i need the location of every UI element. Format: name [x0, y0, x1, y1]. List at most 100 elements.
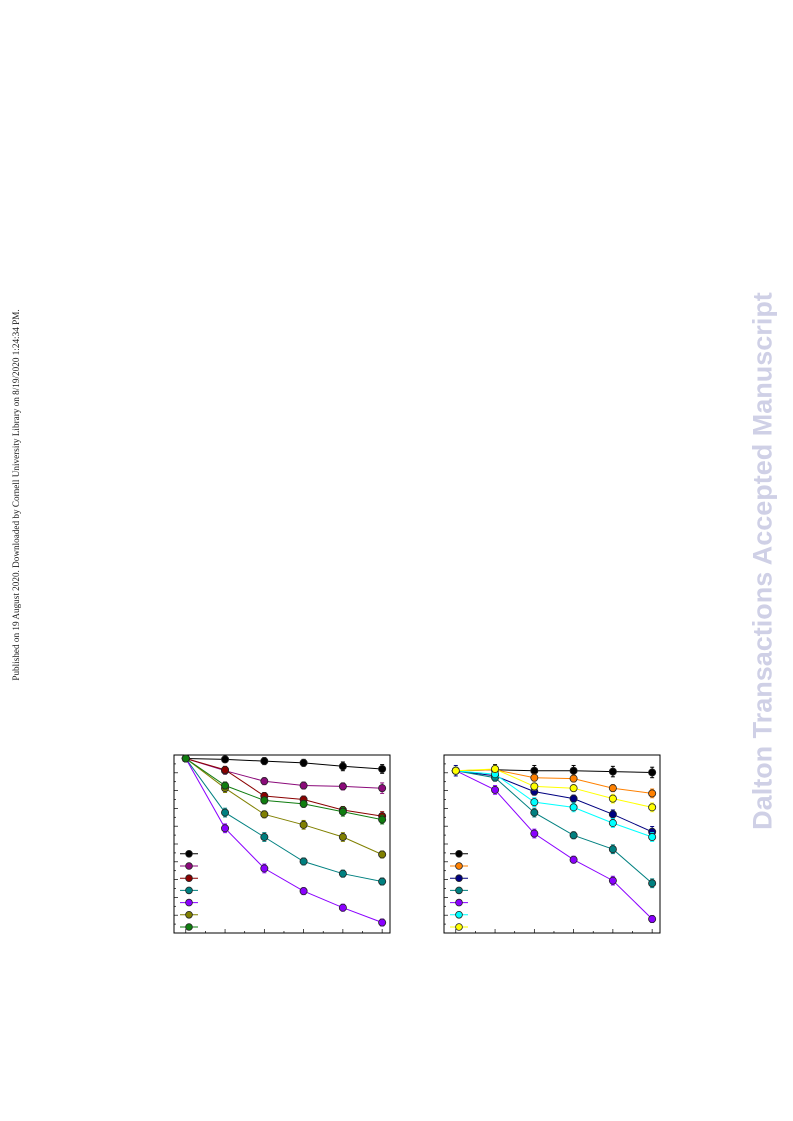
data-point: [221, 781, 230, 790]
data-point: [530, 798, 539, 807]
chart-left: [173, 754, 391, 934]
data-point: [260, 810, 269, 819]
data-point: [569, 794, 578, 803]
data-point: [378, 918, 387, 927]
series-5: [451, 766, 657, 924]
data-point: [299, 820, 308, 829]
data-point: [569, 774, 578, 783]
data-point: [608, 810, 617, 819]
data-point: [338, 762, 347, 771]
data-point: [338, 903, 347, 912]
series-line: [185, 758, 383, 821]
manuscript-watermark: Dalton Transactions Accepted Manuscript: [747, 292, 778, 830]
data-point: [181, 754, 190, 763]
data-point: [299, 799, 308, 808]
legend-marker: [185, 886, 193, 895]
legend-marker: [455, 850, 463, 858]
plot-frame: [443, 754, 661, 934]
data-point: [378, 877, 387, 886]
legend-marker: [455, 862, 463, 870]
legend-marker: [455, 874, 463, 882]
data-point: [608, 794, 617, 803]
series-5: [181, 754, 387, 927]
series-7: [451, 764, 657, 813]
data-point: [530, 782, 539, 791]
legend-marker: [185, 874, 193, 882]
data-point: [451, 766, 460, 775]
legend-marker: [455, 911, 463, 919]
legend-marker: [455, 886, 463, 895]
data-point: [491, 785, 500, 794]
data-point: [530, 808, 539, 817]
data-point: [378, 815, 387, 824]
legend-marker: [185, 911, 193, 919]
data-point: [378, 850, 387, 859]
series-2: [181, 754, 387, 794]
data-point: [608, 784, 617, 793]
data-point: [260, 864, 269, 873]
data-point: [299, 781, 308, 790]
legend-marker: [455, 923, 463, 931]
data-point: [608, 845, 617, 854]
series-line: [455, 770, 653, 920]
data-point: [648, 803, 657, 812]
data-point: [378, 764, 387, 773]
data-point: [648, 879, 657, 888]
data-point: [491, 764, 500, 773]
data-point: [569, 855, 578, 864]
data-point: [648, 833, 657, 842]
series-line: [455, 769, 653, 794]
data-point: [569, 803, 578, 812]
series-line: [185, 758, 383, 923]
series-line: [455, 768, 653, 808]
legend-marker: [455, 898, 463, 907]
data-point: [569, 784, 578, 793]
series-line: [185, 758, 383, 789]
data-point: [221, 824, 230, 833]
data-point: [648, 768, 657, 777]
data-point: [569, 766, 578, 775]
data-point: [260, 777, 269, 786]
data-point: [299, 887, 308, 896]
series-line: [455, 770, 653, 838]
data-point: [338, 782, 347, 791]
series-line: [185, 758, 383, 770]
legend: [180, 850, 198, 931]
data-point: [260, 833, 269, 842]
data-point: [221, 808, 230, 817]
data-point: [608, 876, 617, 885]
series-line: [185, 758, 383, 817]
legend: [450, 850, 468, 931]
legend-marker: [185, 898, 193, 907]
data-point: [260, 796, 269, 805]
data-point: [569, 831, 578, 840]
data-point: [530, 773, 539, 782]
data-point: [221, 765, 230, 774]
data-point: [338, 807, 347, 816]
data-point: [221, 755, 230, 764]
series-line: [185, 758, 383, 882]
data-point: [378, 784, 387, 793]
data-point: [299, 857, 308, 866]
legend-marker: [185, 923, 193, 931]
series-line: [455, 770, 653, 884]
series-line: [185, 758, 383, 855]
data-point: [260, 757, 269, 766]
series-7: [181, 754, 387, 825]
data-point: [299, 758, 308, 767]
chart-right: [443, 754, 661, 934]
data-point: [530, 829, 539, 838]
data-point: [338, 833, 347, 842]
series-3: [181, 754, 387, 821]
data-point: [648, 915, 657, 924]
download-note: Published on 19 August 2020. Downloaded …: [11, 309, 21, 681]
data-point: [648, 789, 657, 798]
legend-marker: [185, 850, 193, 858]
data-point: [530, 766, 539, 775]
data-point: [608, 767, 617, 776]
legend-marker: [185, 862, 193, 870]
series-line: [455, 770, 653, 833]
data-point: [608, 819, 617, 828]
series-1: [181, 754, 387, 774]
data-point: [338, 869, 347, 878]
